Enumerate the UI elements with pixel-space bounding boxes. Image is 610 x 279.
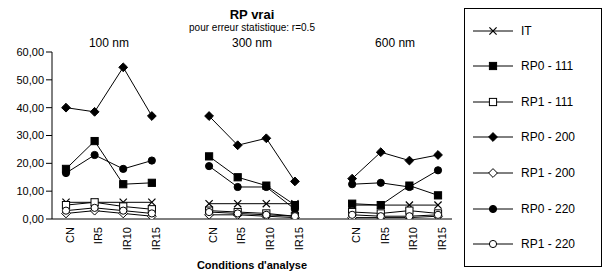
svg-text:IR15: IR15 <box>150 227 162 250</box>
svg-text:IR15: IR15 <box>436 227 448 250</box>
html-text:pour erreur statistique: r=0.5: pour erreur statistique: r=0.5 <box>189 22 315 34</box>
svg-text:CN: CN <box>64 227 76 243</box>
html-text:RP1 - 200: RP1 - 200 <box>521 166 575 180</box>
html-text:RP0 - 220: RP0 - 220 <box>521 201 575 216</box>
svg-text:0,00: 0,00 <box>23 213 44 225</box>
svg-text:IR10: IR10 <box>121 227 133 250</box>
html-text:RP1 - 111: RP1 - 111 <box>521 94 574 109</box>
html-text:RP0 - 200: RP0 - 200 <box>521 130 575 145</box>
svg-text:IR5: IR5 <box>379 227 391 244</box>
svg-text:IR10: IR10 <box>407 227 419 250</box>
svg-text:IR5: IR5 <box>92 227 104 244</box>
html-text:300 nm: 300 nm <box>232 36 272 50</box>
html-text:RP1 - 220: RP1 - 220 <box>521 237 575 252</box>
svg-text:CN: CN <box>350 227 362 243</box>
html-text:100 nm: 100 nm <box>88 36 129 50</box>
svg-text:50,00: 50,00 <box>16 74 44 86</box>
svg-text:40,00: 40,00 <box>16 102 44 114</box>
svg-text:20,00: 20,00 <box>16 157 44 169</box>
svg-text:10,00: 10,00 <box>16 185 44 197</box>
html-text:600 nm: 600 nm <box>375 36 416 50</box>
svg-text:IR10: IR10 <box>264 227 276 250</box>
svg-text:IR5: IR5 <box>236 227 248 244</box>
html-text:RP vrai: RP vrai <box>229 7 275 22</box>
svg-text:30,00: 30,00 <box>16 129 44 141</box>
html-text:RP0 - 111: RP0 - 111 <box>521 59 574 74</box>
svg-text:60,00: 60,00 <box>16 46 44 58</box>
svg-text:IR15: IR15 <box>293 227 305 250</box>
html-text:IT: IT <box>521 23 532 38</box>
svg-text:CN: CN <box>207 227 219 243</box>
svg-text:Conditions d'analyse: Conditions d'analyse <box>197 259 307 271</box>
